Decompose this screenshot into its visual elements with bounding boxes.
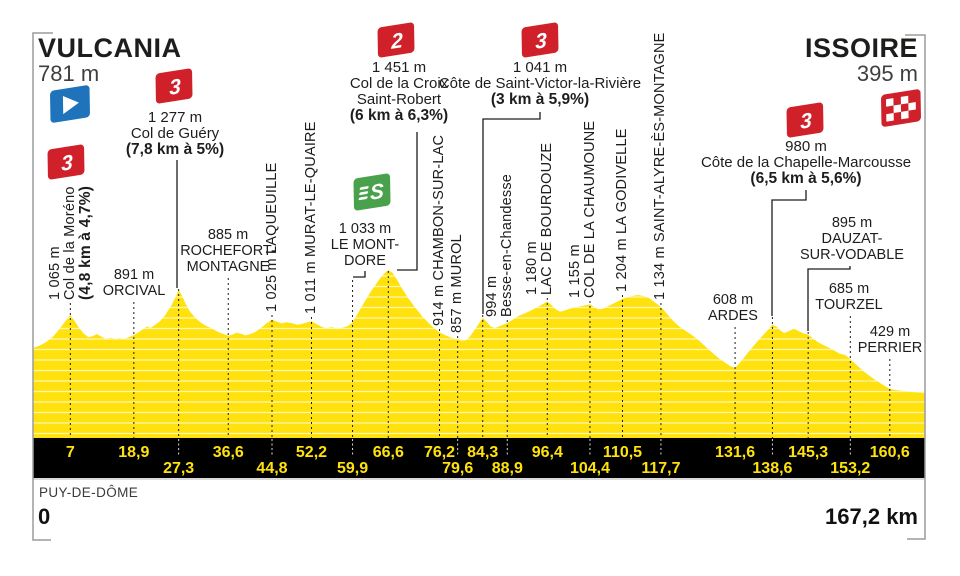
category-3-badge-icon: 3: [786, 102, 824, 138]
svg-text:3: 3: [61, 151, 73, 176]
axis-km-label: 110,5: [603, 444, 642, 461]
axis-km-label: 18,9: [118, 444, 149, 461]
finish-name: ISSOIRE: [804, 33, 918, 63]
category-2-badge-icon: 2: [377, 22, 415, 58]
elevation-profile-area: [33, 270, 925, 438]
department-label: PUY-DE-DÔME: [39, 485, 139, 500]
frame-left: [32, 32, 53, 541]
svg-text:3: 3: [535, 29, 547, 54]
axis-km-label: 131,6: [715, 444, 755, 461]
label-connector-line: [397, 132, 418, 271]
svg-text:3: 3: [800, 109, 812, 134]
label-connector-line: [771, 190, 807, 316]
axis-km-label: 36,6: [213, 444, 244, 461]
category-3-badge-icon: 3: [47, 144, 85, 180]
frame-right: [905, 34, 926, 540]
category-3-badge-icon: 3: [521, 22, 559, 58]
axis-km-label: 7: [66, 444, 75, 461]
axis-km-label: 117,7: [641, 460, 680, 477]
total-distance-label: 167,2 km: [825, 504, 918, 529]
label-connector-line: [482, 112, 541, 314]
axis-km-label: 44,8: [256, 460, 287, 477]
axis-km-label: 104,4: [570, 460, 610, 477]
svg-text:3: 3: [169, 75, 181, 100]
axis-km-label: 59,9: [337, 460, 368, 477]
sprint-s-badge-icon: S: [353, 173, 391, 211]
start-elevation: 781 m: [38, 61, 100, 86]
axis-km-label: 145,3: [788, 444, 828, 461]
label-connector-line: [353, 271, 366, 278]
axis-km-label: 66,6: [373, 444, 404, 461]
finish-elevation: 395 m: [856, 61, 918, 86]
axis-km-label: 153,2: [830, 460, 870, 477]
start-name: VULCANIA: [38, 33, 182, 63]
label-connector-line: [807, 266, 851, 331]
axis-km-label: 79,6: [442, 460, 473, 477]
category-3-badge-icon: 3: [155, 68, 193, 104]
axis-km-label: 27,3: [163, 460, 194, 477]
axis-km-label: 160,6: [870, 444, 910, 461]
start-km-label: 0: [38, 504, 51, 529]
start-flag-icon: [50, 85, 90, 123]
start-title-block: VULCANIA 781 m: [38, 34, 182, 86]
axis-km-label: 76,2: [424, 444, 455, 461]
checkered-finish-flag-icon: [881, 89, 921, 127]
axis-km-label: 88,9: [492, 460, 523, 477]
axis-km-label: 84,3: [467, 444, 498, 461]
svg-text:S: S: [370, 180, 384, 205]
axis-km-label: 52,2: [296, 444, 327, 461]
svg-text:2: 2: [390, 29, 403, 54]
distance-axis-bar: [33, 438, 925, 478]
finish-title-block: ISSOIRE 395 m: [805, 34, 918, 86]
axis-km-label: 138,6: [752, 460, 792, 477]
axis-km-label: 96,4: [532, 444, 563, 461]
